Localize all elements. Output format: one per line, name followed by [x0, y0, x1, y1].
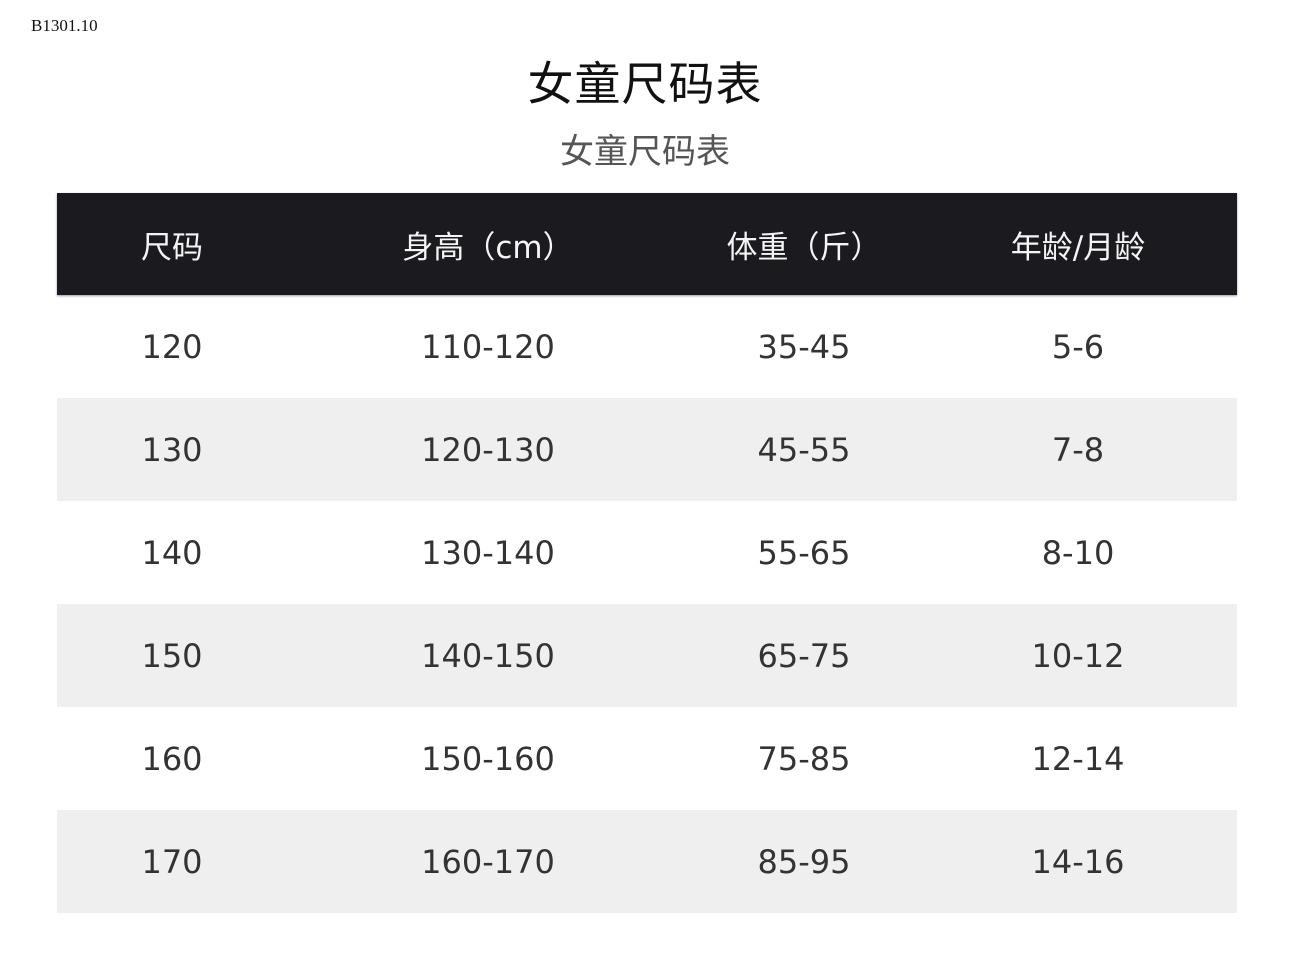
age-cell: 10-12	[1031, 636, 1125, 675]
age-cell: 8-10	[1041, 533, 1115, 572]
height-cell: 140-150	[421, 636, 555, 675]
height-cell: 110-120	[421, 327, 555, 366]
weight-cell: 75-85	[757, 739, 851, 778]
table-row: 130 120-130 45-55 7-8	[57, 398, 1237, 501]
page-title: 女童尺码表	[527, 57, 763, 111]
size-cell: 140	[141, 533, 203, 572]
age-cell: 7-8	[1051, 430, 1105, 469]
size-cell: 120	[141, 327, 203, 366]
weight-cell: 85-95	[757, 842, 851, 881]
height-cell: 160-170	[421, 842, 555, 881]
weight-cell: 55-65	[757, 533, 851, 572]
table-row: 160 150-160 75-85 12-14	[57, 707, 1237, 810]
header-size: 尺码	[141, 229, 203, 266]
size-cell: 160	[141, 739, 203, 778]
weight-cell: 35-45	[757, 327, 851, 366]
size-table: 尺码 身高（cm） 体重（斤） 年龄/月龄 120 110-120 35-45 5-6…	[57, 193, 1237, 913]
height-cell: 120-130	[421, 430, 555, 469]
age-cell: 14-16	[1031, 842, 1125, 881]
header-weight: 体重（斤）	[726, 229, 882, 266]
weight-cell: 65-75	[757, 636, 851, 675]
size-cell: 130	[141, 430, 203, 469]
size-cell: 150	[141, 636, 203, 675]
age-cell: 12-14	[1031, 739, 1125, 778]
header-age: 年龄/月龄	[1010, 229, 1146, 266]
table-row: 120 110-120 35-45 5-6	[57, 295, 1237, 398]
header-height: 身高（cm）	[402, 229, 574, 266]
table-row: 140 130-140 55-65 8-10	[57, 501, 1237, 604]
table-row: 150 140-150 65-75 10-12	[57, 604, 1237, 707]
product-code: B1301.10	[31, 16, 98, 35]
age-cell: 5-6	[1051, 327, 1105, 366]
page-subtitle: 女童尺码表	[560, 132, 730, 172]
height-cell: 150-160	[421, 739, 555, 778]
table-header: 尺码 身高（cm） 体重（斤） 年龄/月龄	[57, 193, 1237, 295]
size-cell: 170	[141, 842, 203, 881]
weight-cell: 45-55	[757, 430, 851, 469]
height-cell: 130-140	[421, 533, 555, 572]
table-row: 170 160-170 85-95 14-16	[57, 810, 1237, 913]
